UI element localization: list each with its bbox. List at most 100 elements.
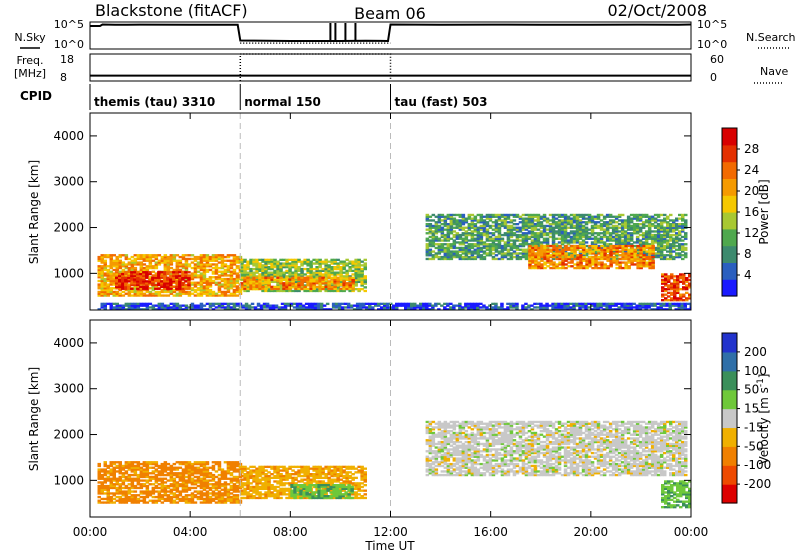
power-cell: [339, 287, 343, 290]
power-cell: [142, 263, 147, 266]
power-cell: [211, 272, 216, 275]
power-cell: [521, 217, 526, 220]
power-cell: [327, 285, 331, 289]
power-cell: [596, 239, 601, 242]
power-cell: [178, 285, 182, 289]
power-cell: [506, 213, 511, 217]
power-cell: [142, 272, 146, 276]
power-cell: [611, 304, 615, 307]
power-cell: [283, 302, 288, 306]
power-cell: [452, 233, 457, 237]
power-cell: [651, 255, 655, 259]
power-cell: [639, 246, 643, 250]
power-cell: [246, 280, 250, 283]
velocity-cell: [103, 501, 107, 504]
power-cell: [606, 250, 610, 253]
power-cell: [440, 304, 444, 307]
power-cell: [246, 289, 250, 293]
power-cell: [106, 270, 110, 273]
power-cell: [566, 235, 571, 239]
power-cell: [277, 308, 282, 310]
power-cell: [678, 255, 682, 259]
power-cell: [300, 271, 304, 274]
power-cell: [303, 278, 307, 281]
power-cell: [106, 285, 110, 288]
power-cell: [259, 306, 264, 309]
power-cell: [594, 248, 598, 251]
power-cell: [648, 263, 652, 266]
power-cell: [650, 217, 655, 220]
power-cell: [258, 276, 262, 279]
velocity-cell: [139, 462, 144, 466]
power-cell: [354, 277, 358, 280]
power-cell: [629, 304, 633, 307]
power-cell: [542, 232, 547, 235]
power-cell: [202, 285, 207, 288]
power-cell: [148, 280, 152, 283]
power-cell: [653, 224, 658, 228]
power-cell: [285, 260, 289, 263]
power-cell: [534, 266, 538, 270]
power-cell: [557, 224, 562, 228]
power-cell: [623, 232, 628, 235]
power-cell: [169, 282, 173, 285]
power-cell: [543, 257, 547, 261]
power-cell: [431, 233, 436, 237]
power-cell: [581, 213, 586, 217]
power-cell: [476, 254, 481, 257]
power-cell: [220, 274, 225, 277]
power-cell: [169, 276, 174, 279]
power-cell: [638, 233, 643, 237]
velocity-cell: [103, 484, 107, 488]
power-cell: [184, 266, 189, 270]
power-cell: [133, 283, 137, 287]
power-cell: [139, 263, 144, 266]
power-cell: [455, 246, 460, 250]
power-cell: [588, 252, 592, 255]
power-cell: [629, 302, 633, 306]
power-cell: [106, 272, 110, 275]
power-cell: [196, 266, 201, 270]
power-cell: [259, 308, 264, 310]
power-cell: [166, 263, 171, 266]
power-cell: [226, 287, 231, 290]
velocity-cell: [133, 495, 138, 499]
power-cell: [208, 285, 213, 288]
power-cell: [485, 237, 490, 240]
power-cell: [524, 250, 529, 253]
power-cell: [458, 257, 463, 261]
power-cell: [685, 284, 689, 287]
power-cell: [653, 237, 658, 240]
power-cell: [588, 259, 592, 262]
power-cell: [229, 292, 234, 295]
power-cell: [181, 285, 186, 288]
power-cell: [276, 264, 280, 267]
power-cell: [256, 308, 261, 310]
power-cell: [172, 254, 177, 257]
power-cell: [681, 254, 685, 257]
power-cell: [485, 230, 490, 233]
power-cell: [124, 274, 129, 277]
power-cell: [479, 219, 484, 222]
power-cell: [255, 283, 259, 287]
power-cell: [330, 276, 334, 279]
power-cell: [333, 258, 337, 262]
power-cell: [551, 213, 556, 217]
power-cell: [157, 263, 162, 266]
power-cell: [491, 257, 496, 261]
power-cell: [193, 257, 198, 261]
power-cell: [620, 213, 625, 217]
power-cell: [675, 244, 679, 248]
power-cell: [491, 244, 496, 248]
power-cell: [611, 237, 616, 240]
power-cell: [348, 278, 352, 281]
power-cell: [291, 289, 295, 293]
power-cell: [617, 223, 622, 226]
power-cell: [561, 266, 565, 270]
power-cell: [357, 262, 361, 265]
power-cell: [597, 252, 601, 255]
power-cell: [673, 286, 677, 289]
power-cell: [642, 255, 646, 259]
power-cell: [100, 283, 104, 286]
power-cell: [440, 233, 445, 237]
